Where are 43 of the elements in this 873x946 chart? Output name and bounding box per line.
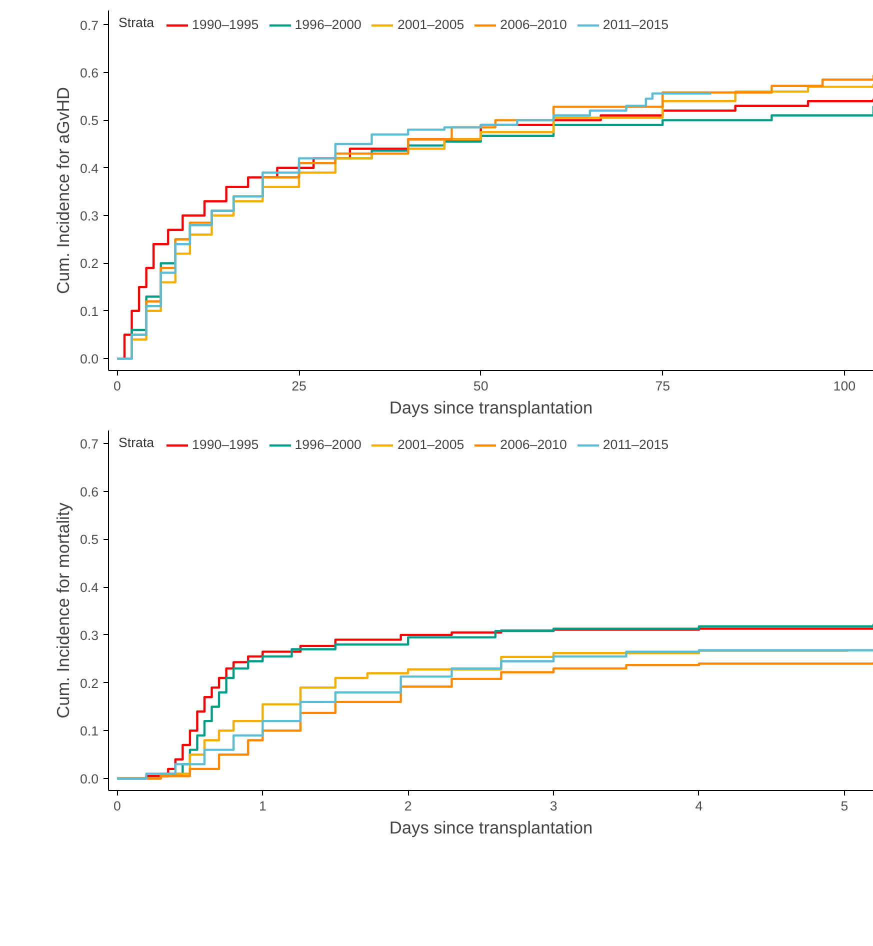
x-tick-label: 5: [840, 798, 848, 814]
legend-title: Strata: [118, 15, 155, 30]
x-axis-title: Days since transplantation: [389, 818, 593, 838]
x-tick-label: 3: [550, 798, 558, 814]
legend-label: 2006–2010: [500, 17, 567, 32]
y-tick-label: 0.5: [80, 532, 99, 548]
x-axis-title: Days since transplantation: [389, 398, 593, 418]
legend-label: 2001–2005: [397, 437, 464, 452]
y-tick-label: 0.7: [80, 18, 99, 33]
x-tick-label: 4: [695, 798, 704, 814]
legend-title: Strata: [118, 435, 155, 450]
x-tick-label: 100: [833, 378, 856, 394]
y-tick-label: 0.1: [80, 304, 99, 319]
x-tick-label: 50: [473, 378, 488, 394]
legend-label: 1996–2000: [294, 437, 362, 452]
legend-label: 1996–2000: [294, 17, 362, 32]
y-tick-label: 0.2: [80, 256, 99, 272]
y-tick-label: 0.3: [80, 628, 99, 643]
y-tick-label: 0.0: [80, 772, 99, 787]
y-tick-label: 0.6: [80, 65, 99, 80]
y-tick-label: 0.6: [80, 484, 99, 500]
x-tick-label: 0: [114, 798, 121, 814]
legend-label: 2011–2015: [602, 437, 669, 452]
y-tick-label: 0.7: [80, 436, 99, 452]
x-tick-label: 75: [655, 378, 670, 394]
y-tick-label: 0.3: [80, 208, 99, 224]
y-axis-title: Cum. Incidence for aGvHD: [52, 86, 73, 294]
y-tick-label: 0.4: [80, 580, 100, 596]
legend-label: 1990–1995: [192, 17, 259, 32]
y-tick-label: 0.2: [80, 676, 99, 691]
legend-label: 2001–2005: [397, 17, 464, 32]
x-tick-label: 25: [292, 378, 306, 394]
x-tick-label: 1: [258, 798, 266, 814]
x-tick-label: 0: [114, 378, 121, 394]
legend-label: 1990–1995: [192, 437, 259, 452]
x-tick-label: 2: [404, 798, 412, 814]
y-tick-label: 0.1: [80, 724, 99, 739]
y-tick-label: 0.4: [80, 160, 100, 176]
legend-label: 2006–2010: [500, 437, 567, 452]
y-tick-label: 0.5: [80, 113, 99, 128]
y-tick-label: 0.0: [80, 352, 99, 367]
legend-label: 2011–2015: [602, 17, 669, 32]
y-axis-title: Cum. Incidence for mortality: [52, 502, 73, 718]
